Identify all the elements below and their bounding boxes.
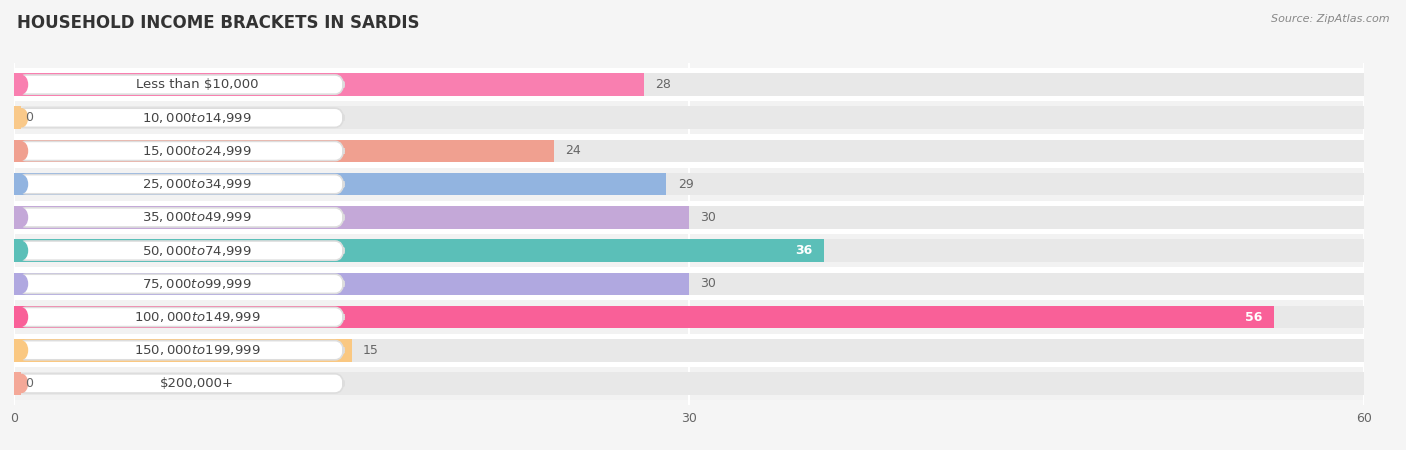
Text: $150,000 to $199,999: $150,000 to $199,999 (134, 343, 260, 357)
FancyBboxPatch shape (17, 341, 343, 360)
Text: 0: 0 (25, 111, 34, 124)
FancyBboxPatch shape (17, 141, 343, 161)
Bar (14, 107, 21, 129)
Circle shape (15, 76, 28, 94)
Bar (14, 339, 1364, 361)
FancyBboxPatch shape (17, 241, 343, 260)
Bar (14, 206, 689, 229)
Bar (14, 101, 1364, 135)
Circle shape (15, 208, 28, 226)
Bar (14, 372, 1364, 395)
Bar (14, 239, 824, 262)
Bar (14, 239, 1364, 262)
Bar (14, 140, 1364, 162)
Text: 30: 30 (700, 277, 716, 290)
Text: 24: 24 (565, 144, 581, 158)
Text: HOUSEHOLD INCOME BRACKETS IN SARDIS: HOUSEHOLD INCOME BRACKETS IN SARDIS (17, 14, 419, 32)
Circle shape (15, 175, 28, 194)
Text: Source: ZipAtlas.com: Source: ZipAtlas.com (1271, 14, 1389, 23)
FancyBboxPatch shape (17, 75, 343, 94)
FancyBboxPatch shape (17, 175, 343, 194)
Bar (14, 173, 666, 195)
Circle shape (15, 242, 28, 260)
Bar (14, 273, 1364, 295)
Circle shape (15, 108, 28, 127)
Bar (14, 140, 554, 162)
FancyBboxPatch shape (17, 307, 343, 327)
Text: $100,000 to $149,999: $100,000 to $149,999 (134, 310, 260, 324)
Text: $200,000+: $200,000+ (160, 377, 233, 390)
Bar (14, 73, 644, 96)
Bar (14, 306, 1274, 328)
Bar (14, 167, 1364, 201)
Text: $35,000 to $49,999: $35,000 to $49,999 (142, 211, 252, 225)
Text: $10,000 to $14,999: $10,000 to $14,999 (142, 111, 252, 125)
Bar (14, 135, 1364, 167)
Bar (14, 267, 1364, 301)
FancyBboxPatch shape (17, 374, 343, 393)
FancyBboxPatch shape (17, 108, 343, 127)
Text: 56: 56 (1246, 310, 1263, 324)
Bar (14, 234, 1364, 267)
FancyBboxPatch shape (17, 208, 343, 227)
Bar (14, 201, 1364, 234)
Text: Less than $10,000: Less than $10,000 (135, 78, 259, 91)
Bar (14, 372, 21, 395)
Bar (14, 73, 1364, 96)
Circle shape (15, 308, 28, 326)
Text: 0: 0 (25, 377, 34, 390)
Bar (14, 339, 352, 361)
Circle shape (15, 374, 28, 392)
Text: $15,000 to $24,999: $15,000 to $24,999 (142, 144, 252, 158)
Text: 15: 15 (363, 344, 378, 357)
Text: $75,000 to $99,999: $75,000 to $99,999 (142, 277, 252, 291)
Text: $50,000 to $74,999: $50,000 to $74,999 (142, 243, 252, 257)
Bar (14, 173, 1364, 195)
Text: 30: 30 (700, 211, 716, 224)
Bar (14, 107, 1364, 129)
Text: $25,000 to $34,999: $25,000 to $34,999 (142, 177, 252, 191)
Bar (14, 68, 1364, 101)
Bar (14, 333, 1364, 367)
Circle shape (15, 341, 28, 360)
Circle shape (15, 274, 28, 293)
Bar (14, 367, 1364, 400)
Circle shape (15, 142, 28, 160)
Bar (14, 301, 1364, 333)
Bar (14, 206, 1364, 229)
FancyBboxPatch shape (17, 274, 343, 293)
Text: 29: 29 (678, 178, 693, 191)
Text: 36: 36 (796, 244, 813, 257)
Bar (14, 273, 689, 295)
Text: 28: 28 (655, 78, 671, 91)
Bar (14, 306, 1364, 328)
